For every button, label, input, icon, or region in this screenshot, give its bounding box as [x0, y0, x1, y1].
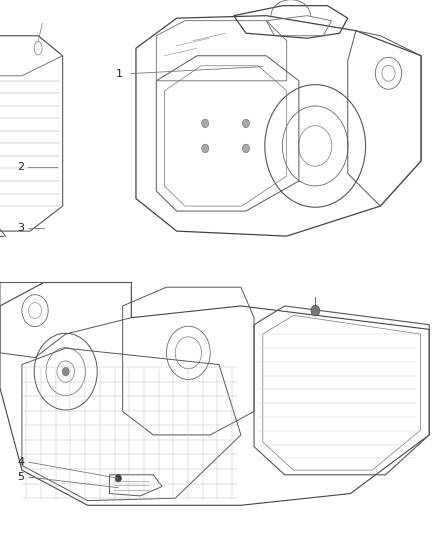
Text: 1: 1 [116, 69, 123, 78]
Circle shape [243, 144, 250, 152]
Circle shape [115, 474, 121, 482]
Text: 3: 3 [17, 223, 24, 233]
Text: 2: 2 [17, 162, 24, 172]
Circle shape [201, 144, 208, 152]
Circle shape [311, 305, 320, 316]
Text: 5: 5 [17, 472, 24, 482]
Text: 4: 4 [17, 457, 24, 467]
Circle shape [243, 119, 250, 128]
Circle shape [62, 367, 69, 376]
Circle shape [201, 119, 208, 128]
